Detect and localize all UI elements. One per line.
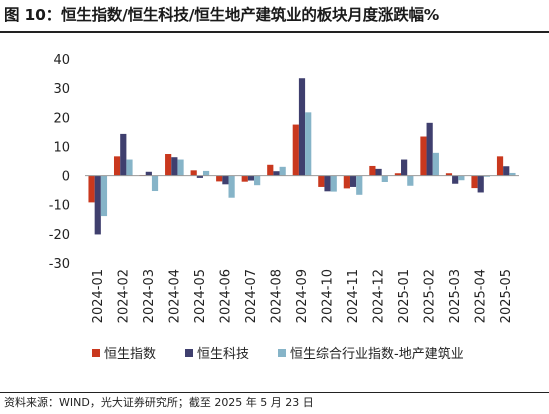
y-axis-labels: -30 -20 -10 0 10 20 30 40 [49, 53, 70, 272]
bar-hsi [165, 154, 172, 176]
bar-hsi [471, 175, 478, 189]
bar-property [202, 170, 210, 176]
y-tick-label: -30 [49, 257, 70, 272]
footer-divider [0, 392, 549, 393]
bar-property [381, 175, 388, 182]
bar-hstech [120, 133, 127, 176]
legend-swatch [92, 349, 100, 357]
bar-hsi [267, 164, 274, 176]
bar-hsi [292, 124, 299, 176]
bar-hsi [445, 173, 453, 176]
bar-property [100, 175, 108, 217]
bar-hstech [349, 175, 357, 187]
y-tick-label: -20 [49, 228, 70, 243]
title-divider [0, 31, 549, 33]
bar-property [228, 175, 235, 198]
x-tick-label: 2025-02 [423, 269, 438, 323]
bar-hstech [171, 157, 178, 176]
bar-hsi [420, 136, 427, 176]
x-tick-label: 2025-03 [448, 269, 463, 323]
bar-property [483, 175, 491, 177]
x-tick-label: 2025-05 [499, 269, 514, 323]
x-tick-label: 2024-10 [321, 269, 336, 323]
bar-hsi [394, 173, 402, 176]
x-tick-label: 2024-02 [116, 269, 131, 323]
legend-swatch [185, 349, 193, 357]
bar-hsi [113, 156, 121, 176]
bar-property [509, 172, 516, 176]
bar-hsi [190, 170, 197, 176]
bar-hsi [216, 175, 223, 182]
bar-chart: -30 -20 -10 0 10 20 30 40 2024-01 2024-02 2024-03… [49, 53, 519, 362]
bar-hstech [94, 175, 101, 235]
bar-property [126, 159, 133, 176]
x-axis-labels: 2024-01 2024-02 2024-03 2024-04 2024-05 2024-… [91, 269, 514, 323]
y-tick-label: 40 [53, 53, 70, 68]
y-tick-label: 20 [53, 111, 70, 126]
bar-hstech [452, 175, 459, 184]
bar-property [458, 175, 465, 181]
bar-hstech [222, 175, 229, 185]
bar-hstech [273, 171, 280, 176]
x-tick-label: 2024-03 [142, 269, 157, 323]
x-tick-label: 2024-04 [167, 269, 182, 323]
bars [88, 78, 516, 235]
bar-hstech [145, 171, 152, 176]
x-tick-label: 2024-01 [91, 269, 106, 323]
bar-hstech [503, 166, 510, 176]
bar-property [177, 159, 184, 176]
y-tick-label: 30 [53, 82, 70, 97]
legend: 恒生指数 恒生科技 恒生综合行业指数-地产建筑业 [92, 346, 464, 362]
bar-hsi [343, 175, 350, 189]
legend-label: 恒生综合行业指数-地产建筑业 [290, 346, 464, 362]
x-tick-label: 2024-11 [346, 269, 361, 323]
x-tick-label: 2025-01 [397, 269, 412, 323]
bar-hstech [426, 122, 433, 176]
y-tick-label: -10 [49, 199, 70, 214]
x-tick-label: 2024-08 [269, 269, 284, 323]
bar-hstech [401, 159, 408, 176]
y-tick-label: 0 [62, 170, 70, 185]
bar-hsi [241, 175, 248, 182]
chart-title: 图 10：恒生指数/恒生科技/恒生地产建筑业的板块月度涨跌幅% [4, 6, 440, 24]
bar-hstech [298, 78, 306, 176]
bar-hsi [369, 165, 376, 176]
bar-property [254, 175, 261, 186]
x-tick-label: 2024-06 [218, 269, 233, 323]
x-tick-label: 2024-07 [244, 269, 259, 323]
bar-hsi [496, 156, 504, 176]
x-tick-label: 2025-04 [474, 269, 489, 323]
bar-property [407, 175, 414, 186]
bar-property [356, 175, 363, 195]
bar-property [432, 152, 439, 176]
bar-property [151, 175, 159, 192]
bar-hstech [196, 175, 203, 178]
bar-property [305, 112, 312, 176]
legend-label: 恒生科技 [197, 347, 249, 362]
legend-label: 恒生指数 [104, 347, 156, 362]
bar-hstech [375, 168, 382, 176]
x-tick-label: 2024-05 [193, 269, 208, 323]
bar-property [330, 175, 337, 192]
source-note: 资料来源：WIND，光大证券研究所；截至 2025 年 5 月 23 日 [4, 396, 314, 409]
x-tick-label: 2024-12 [372, 269, 387, 323]
x-tick-label: 2024-09 [295, 269, 310, 323]
bar-hstech [247, 175, 255, 181]
legend-swatch [278, 349, 286, 357]
bar-hstech [477, 175, 484, 193]
y-tick-label: 10 [53, 140, 70, 155]
bar-property [279, 166, 286, 176]
bar-hsi [88, 175, 95, 203]
bar-hstech [324, 175, 331, 192]
bar-hsi [318, 175, 325, 187]
